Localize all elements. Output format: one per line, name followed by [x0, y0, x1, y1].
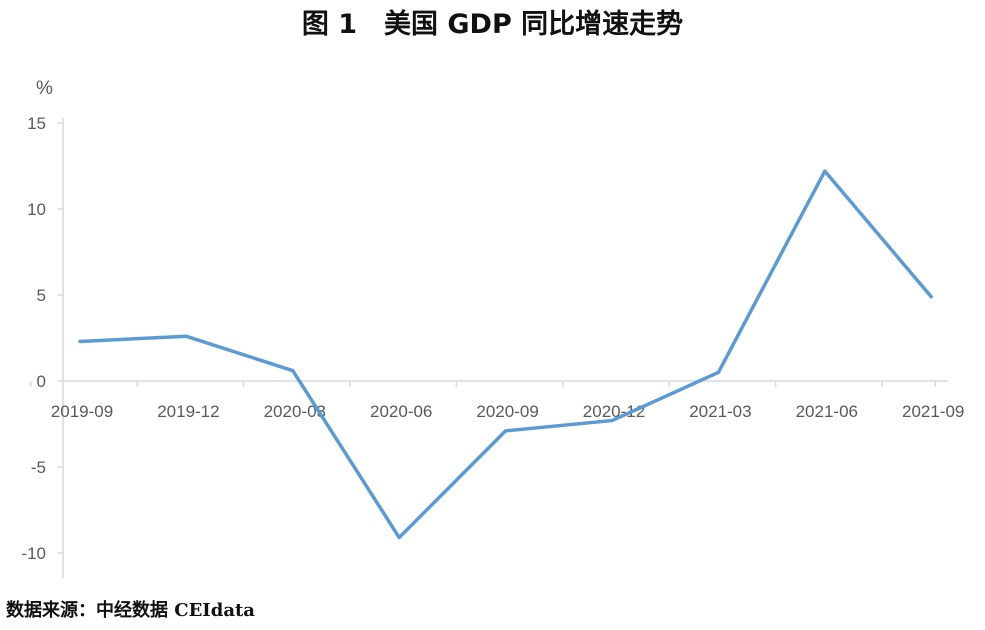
data-point: [78, 339, 82, 343]
data-point: [610, 419, 614, 423]
x-tick-label: 2021-09: [902, 402, 964, 421]
x-tick-label: 2021-06: [796, 402, 858, 421]
data-point: [504, 429, 508, 433]
data-point: [397, 536, 401, 540]
data-point: [184, 334, 188, 338]
x-tick-label: 2020-12: [583, 402, 645, 421]
x-tick-labels: 2019-09 2019-12 2020-03 2020-06 2020-09 2020-…: [51, 402, 965, 421]
x-tick-label: 2021-03: [689, 402, 751, 421]
y-tick-label: 5: [37, 286, 46, 305]
y-tick-label: -10: [21, 544, 46, 563]
data-source-note: 数据来源：中经数据 CEIdata: [6, 600, 255, 621]
y-tick-labels: 15 10 5 0 -5 -10: [21, 114, 46, 563]
series-line: [78, 169, 933, 540]
data-point: [716, 370, 720, 374]
axes: [30, 118, 948, 578]
x-tick-label: 2019-12: [157, 402, 219, 421]
y-tick-label: 15: [27, 114, 46, 133]
y-tick-label: 10: [27, 200, 46, 219]
data-point: [929, 295, 933, 299]
y-axis-unit: %: [36, 78, 53, 99]
series-line-group: [78, 169, 933, 540]
x-tick-label: 2020-03: [264, 402, 326, 421]
y-tick-label: -5: [31, 458, 46, 477]
y-tick-label: 0: [37, 372, 46, 391]
chart-title: 图 1 美国 GDP 同比增速走势: [301, 9, 684, 40]
x-tick-label: 2019-09: [51, 402, 113, 421]
data-point: [823, 169, 827, 173]
x-tick-label: 2020-09: [476, 402, 538, 421]
x-tick-label: 2020-06: [370, 402, 432, 421]
data-point: [291, 369, 295, 373]
